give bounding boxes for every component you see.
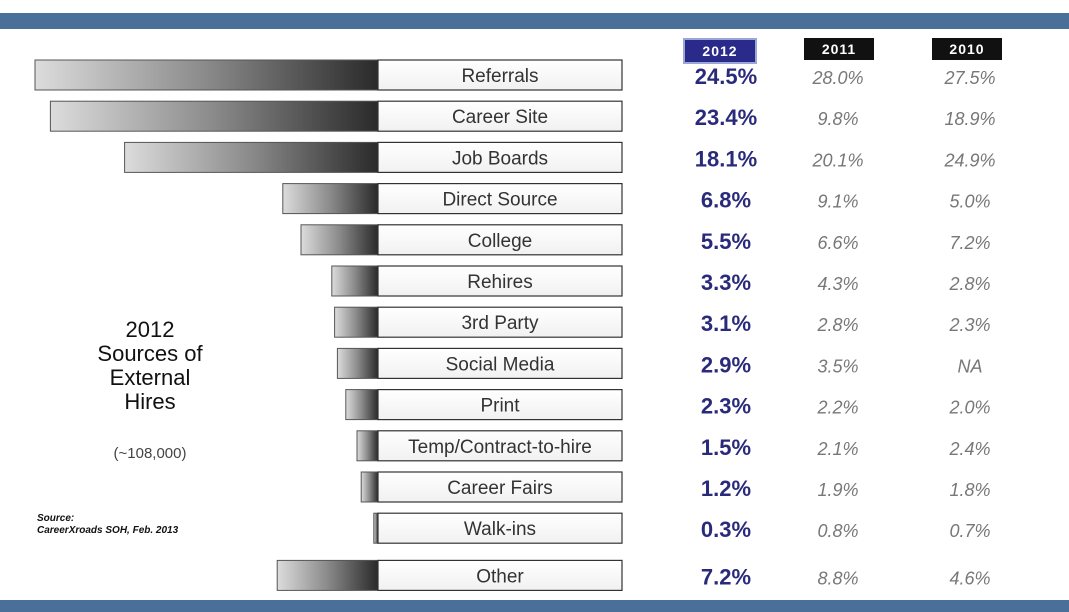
value-2012-social-media: 2.9% — [701, 352, 751, 377]
value-2012-direct-source: 6.8% — [701, 188, 751, 213]
value-2010-rehires: 2.8% — [948, 274, 990, 294]
category-box-career-fairs — [377, 471, 623, 503]
value-2010-other: 4.6% — [949, 568, 990, 588]
value-2010-walk-ins: 0.7% — [949, 521, 990, 541]
category-box-referrals — [377, 59, 623, 91]
value-2011-other: 8.8% — [817, 568, 858, 588]
year-header-2011: 2011 — [804, 38, 874, 60]
value-2012-rehires: 3.3% — [701, 270, 751, 295]
value-2011-job-boards: 20.1% — [811, 150, 863, 170]
category-label-job-boards: Job Boards — [452, 148, 548, 169]
value-2011-career-fairs: 1.9% — [817, 480, 858, 500]
side-subtitle: (~108,000) — [113, 445, 187, 462]
category-box-print — [377, 389, 623, 421]
value-2010-print: 2.0% — [948, 398, 990, 418]
side-title-year: 2012 — [125, 317, 175, 342]
value-2010-direct-source: 5.0% — [949, 192, 990, 212]
category-label-3rd-party: 3rd Party — [461, 313, 539, 334]
bar-career-fairs — [360, 471, 379, 503]
value-2012-referrals: 24.5% — [695, 64, 757, 89]
category-box-direct-source — [377, 183, 623, 215]
bar-print — [345, 389, 379, 421]
category-box-rehires — [377, 265, 623, 297]
value-2010-career-site: 18.9% — [944, 109, 995, 129]
side-title: 2012 Sources of External Hires — [30, 318, 270, 414]
value-2010-career-fairs: 1.8% — [949, 480, 990, 500]
value-2010-temp-contract-to-hire: 2.4% — [948, 439, 990, 459]
category-label-career-fairs: Career Fairs — [447, 478, 553, 499]
value-2012-job-boards: 18.1% — [695, 146, 757, 171]
value-2011-college: 6.6% — [817, 233, 858, 253]
bar-direct-source — [282, 183, 379, 215]
category-box-other — [377, 559, 623, 592]
side-title-line2: External — [109, 365, 191, 390]
top-band — [0, 13, 1069, 29]
category-label-direct-source: Direct Source — [442, 190, 557, 211]
value-2012-print: 2.3% — [701, 394, 751, 419]
value-2010-social-media: NA — [957, 356, 982, 376]
side-title-line3: Hires — [124, 389, 176, 414]
category-label-rehires: Rehires — [467, 272, 532, 293]
bar-other — [276, 559, 379, 591]
value-2011-walk-ins: 0.8% — [817, 521, 858, 541]
side-title-line1: Sources of — [97, 341, 203, 366]
value-2012-career-fairs: 1.2% — [701, 476, 751, 501]
value-2010-job-boards: 24.9% — [943, 150, 995, 170]
value-2011-rehires: 4.3% — [817, 274, 858, 294]
value-2011-social-media: 3.5% — [817, 356, 858, 376]
category-box-career-site — [377, 100, 623, 132]
source-label: Source: — [37, 513, 75, 524]
value-2012-3rd-party: 3.1% — [701, 311, 751, 336]
category-label-print: Print — [480, 396, 520, 417]
bar-temp-contract-to-hire — [356, 430, 379, 462]
bar-social-media — [336, 347, 379, 379]
value-2012-other: 7.2% — [701, 564, 751, 589]
value-2011-print: 2.2% — [816, 398, 858, 418]
bar-college — [300, 224, 379, 256]
category-box-walk-ins — [377, 512, 623, 544]
value-2012-college: 5.5% — [701, 229, 751, 254]
category-label-other: Other — [476, 566, 524, 587]
category-label-college: College — [468, 231, 532, 252]
year-header-2010: 2010 — [932, 38, 1002, 60]
value-2011-3rd-party: 2.8% — [816, 315, 858, 335]
category-label-career-site: Career Site — [452, 107, 548, 128]
category-box-social-media — [377, 347, 623, 379]
bar-job-boards — [124, 141, 379, 173]
category-box-temp-contract-to-hire — [377, 430, 623, 462]
bar-referrals — [34, 59, 379, 91]
source-text: CareerXroads SOH, Feb. 2013 — [37, 525, 179, 536]
category-box-3rd-party — [377, 306, 623, 338]
value-2011-temp-contract-to-hire: 2.1% — [816, 439, 858, 459]
value-2011-referrals: 28.0% — [811, 68, 863, 88]
value-2012-walk-ins: 0.3% — [701, 517, 751, 542]
value-2010-referrals: 27.5% — [943, 68, 995, 88]
value-2010-3rd-party: 2.3% — [948, 315, 990, 335]
bar-3rd-party — [334, 306, 379, 338]
source-note: Source: CareerXroads SOH, Feb. 2013 — [37, 513, 178, 537]
category-box-job-boards — [377, 141, 623, 173]
bar-walk-ins — [373, 512, 379, 544]
value-2012-temp-contract-to-hire: 1.5% — [701, 435, 751, 460]
bar-rehires — [331, 265, 379, 297]
value-2011-career-site: 9.8% — [817, 109, 858, 129]
category-label-walk-ins: Walk-ins — [464, 519, 536, 540]
category-label-referrals: Referrals — [461, 66, 538, 87]
bottom-band — [0, 600, 1069, 612]
year-header-2012: 2012 — [683, 38, 757, 64]
category-label-social-media: Social Media — [446, 354, 555, 375]
bar-career-site — [49, 100, 379, 132]
value-2011-direct-source: 9.1% — [817, 192, 858, 212]
category-label-temp-contract-to-hire: Temp/Contract-to-hire — [408, 437, 592, 458]
value-2012-career-site: 23.4% — [695, 105, 757, 130]
category-box-college — [377, 224, 623, 256]
value-2010-college: 7.2% — [949, 233, 990, 253]
